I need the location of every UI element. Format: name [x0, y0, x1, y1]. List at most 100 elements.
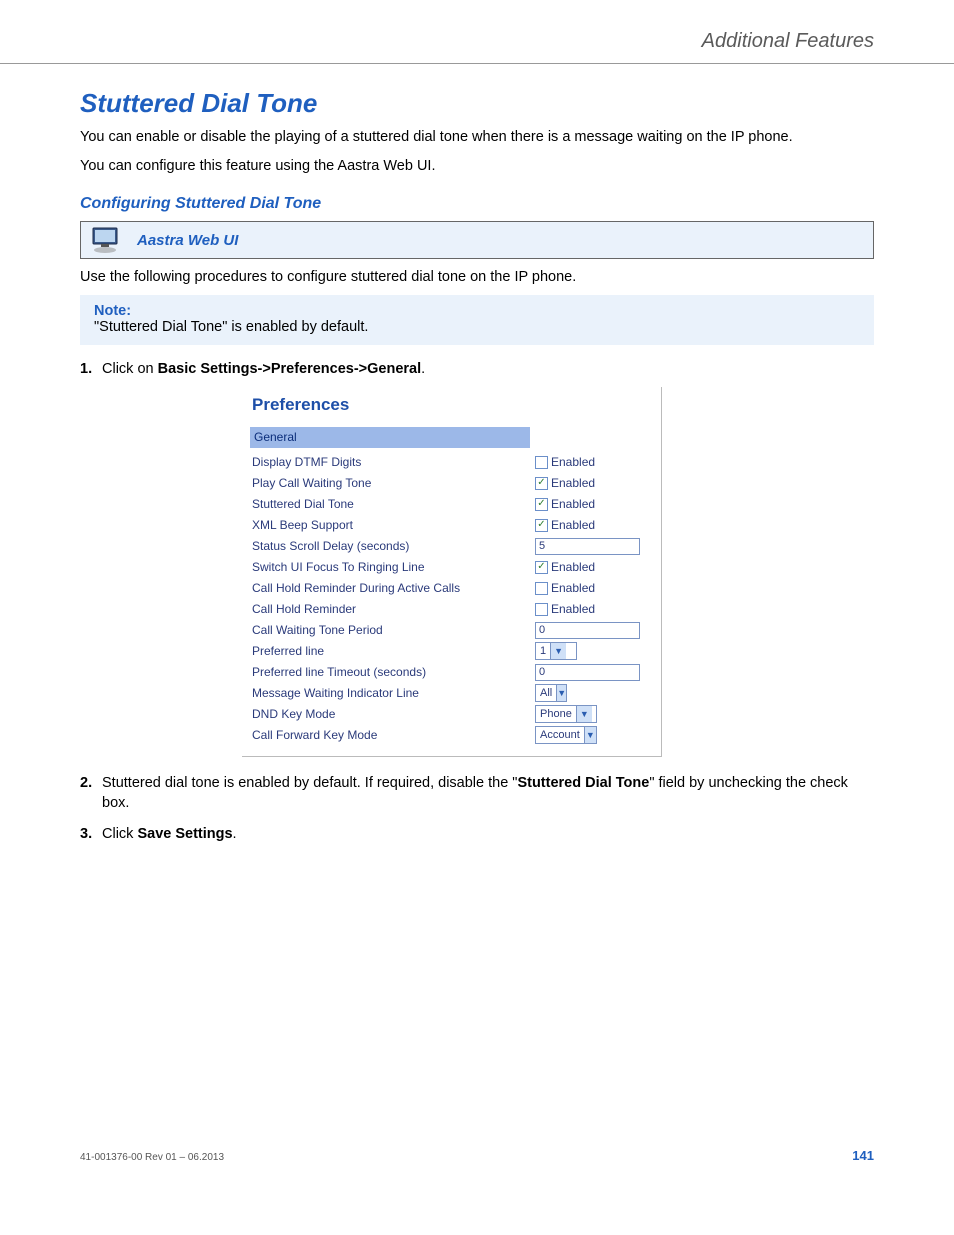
procedure-intro: Use the following procedures to configur… — [80, 269, 874, 285]
chevron-down-icon: ▼ — [576, 706, 592, 722]
select-value: 1 — [536, 644, 550, 659]
pref-control: ✓Enabled — [535, 559, 595, 576]
pref-control: Enabled — [535, 454, 595, 471]
pref-row: Call Waiting Tone Period0 — [250, 620, 661, 641]
section-title: Stuttered Dial Tone — [80, 88, 874, 119]
chevron-down-icon: ▼ — [550, 643, 566, 659]
select[interactable]: All▼ — [535, 684, 567, 702]
checkbox[interactable] — [535, 603, 548, 616]
checkbox[interactable] — [535, 456, 548, 469]
page-footer: 41-001376-00 Rev 01 – 06.2013 141 — [80, 1148, 874, 1163]
preferences-panel: Preferences General Display DTMF Digits E… — [242, 387, 662, 757]
checkbox[interactable] — [535, 582, 548, 595]
pref-row: Play Call Waiting Tone✓Enabled — [250, 473, 661, 494]
pref-control: 1▼ — [535, 642, 577, 660]
chevron-down-icon: ▼ — [584, 727, 596, 743]
select[interactable]: Phone▼ — [535, 705, 597, 723]
enabled-label: Enabled — [551, 580, 595, 597]
pref-label: Call Hold Reminder — [250, 601, 535, 618]
pref-label: Call Waiting Tone Period — [250, 622, 535, 639]
checkbox[interactable]: ✓ — [535, 498, 548, 511]
pref-label: Stuttered Dial Tone — [250, 496, 535, 513]
select[interactable]: 1▼ — [535, 642, 577, 660]
note-box: Note: "Stuttered Dial Tone" is enabled b… — [80, 295, 874, 345]
pref-control: ✓Enabled — [535, 517, 595, 534]
step-3-bold: Save Settings — [137, 826, 232, 842]
page-header: Additional Features — [80, 30, 874, 63]
step-2-pre: Stuttered dial tone is enabled by defaul… — [102, 775, 517, 791]
note-text: "Stuttered Dial Tone" is enabled by defa… — [94, 319, 860, 335]
pref-row: Call Hold Reminder Enabled — [250, 599, 661, 620]
pref-row: Call Forward Key ModeAccount▼ — [250, 725, 661, 746]
pref-label: Display DTMF Digits — [250, 454, 535, 471]
step-3-post: . — [233, 826, 237, 842]
checkbox[interactable]: ✓ — [535, 477, 548, 490]
intro-paragraph-1: You can enable or disable the playing of… — [80, 127, 874, 148]
note-label: Note: — [94, 303, 860, 319]
pref-label: Call Forward Key Mode — [250, 727, 535, 744]
text-input[interactable]: 0 — [535, 664, 640, 681]
pref-label: Status Scroll Delay (seconds) — [250, 538, 535, 555]
intro-paragraph-2: You can configure this feature using the… — [80, 156, 874, 177]
chevron-down-icon: ▼ — [556, 685, 566, 701]
pref-control: Phone▼ — [535, 705, 597, 723]
pref-label: DND Key Mode — [250, 706, 535, 723]
prefs-title: Preferences — [250, 393, 661, 417]
pref-control: 5 — [535, 538, 640, 555]
pref-control: ✓Enabled — [535, 475, 595, 492]
pref-row: DND Key ModePhone▼ — [250, 704, 661, 725]
step-2: Stuttered dial tone is enabled by defaul… — [80, 773, 874, 814]
enabled-label: Enabled — [551, 559, 595, 576]
checkbox[interactable]: ✓ — [535, 519, 548, 532]
pref-row: Display DTMF Digits Enabled — [250, 452, 661, 473]
select-value: Account — [536, 728, 584, 743]
pref-control: All▼ — [535, 684, 567, 702]
prefs-section-header: General — [250, 427, 530, 448]
enabled-label: Enabled — [551, 601, 595, 618]
pref-label: Preferred line — [250, 643, 535, 660]
pref-row: Message Waiting Indicator LineAll▼ — [250, 683, 661, 704]
enabled-label: Enabled — [551, 454, 595, 471]
web-ui-banner: Aastra Web UI — [80, 221, 874, 259]
pref-control: 0 — [535, 622, 640, 639]
pref-control: ✓Enabled — [535, 496, 595, 513]
step-3: Click Save Settings. — [80, 824, 874, 844]
pref-label: Message Waiting Indicator Line — [250, 685, 535, 702]
text-input[interactable]: 0 — [535, 622, 640, 639]
pref-row: Stuttered Dial Tone✓Enabled — [250, 494, 661, 515]
select[interactable]: Account▼ — [535, 726, 597, 744]
pref-row: Call Hold Reminder During Active Calls En… — [250, 578, 661, 599]
header-rule — [0, 63, 954, 64]
pref-control: 0 — [535, 664, 640, 681]
step-1-post: . — [421, 361, 425, 377]
select-value: All — [536, 686, 556, 701]
pref-label: Preferred line Timeout (seconds) — [250, 664, 535, 681]
pref-row: XML Beep Support✓Enabled — [250, 515, 661, 536]
text-input[interactable]: 5 — [535, 538, 640, 555]
pref-control: Enabled — [535, 580, 595, 597]
pref-control: Enabled — [535, 601, 595, 618]
pref-row: Preferred line1▼ — [250, 641, 661, 662]
pref-row: Status Scroll Delay (seconds)5 — [250, 536, 661, 557]
pref-row: Switch UI Focus To Ringing Line✓Enabled — [250, 557, 661, 578]
web-ui-label: Aastra Web UI — [137, 232, 238, 249]
pref-label: XML Beep Support — [250, 517, 535, 534]
pref-label: Switch UI Focus To Ringing Line — [250, 559, 535, 576]
pref-label: Play Call Waiting Tone — [250, 475, 535, 492]
page-number: 141 — [852, 1148, 874, 1163]
step-1: Click on Basic Settings->Preferences->Ge… — [80, 359, 874, 757]
step-1-bold: Basic Settings->Preferences->General — [158, 361, 422, 377]
checkbox[interactable]: ✓ — [535, 561, 548, 574]
config-subheading: Configuring Stuttered Dial Tone — [80, 195, 874, 213]
select-value: Phone — [536, 707, 576, 722]
step-3-pre: Click — [102, 826, 137, 842]
step-2-bold: Stuttered Dial Tone — [517, 775, 649, 791]
monitor-icon — [91, 226, 125, 254]
step-1-pre: Click on — [102, 361, 158, 377]
pref-label: Call Hold Reminder During Active Calls — [250, 580, 535, 597]
doc-id: 41-001376-00 Rev 01 – 06.2013 — [80, 1152, 224, 1163]
enabled-label: Enabled — [551, 517, 595, 534]
enabled-label: Enabled — [551, 475, 595, 492]
enabled-label: Enabled — [551, 496, 595, 513]
steps-list: Click on Basic Settings->Preferences->Ge… — [80, 359, 874, 844]
